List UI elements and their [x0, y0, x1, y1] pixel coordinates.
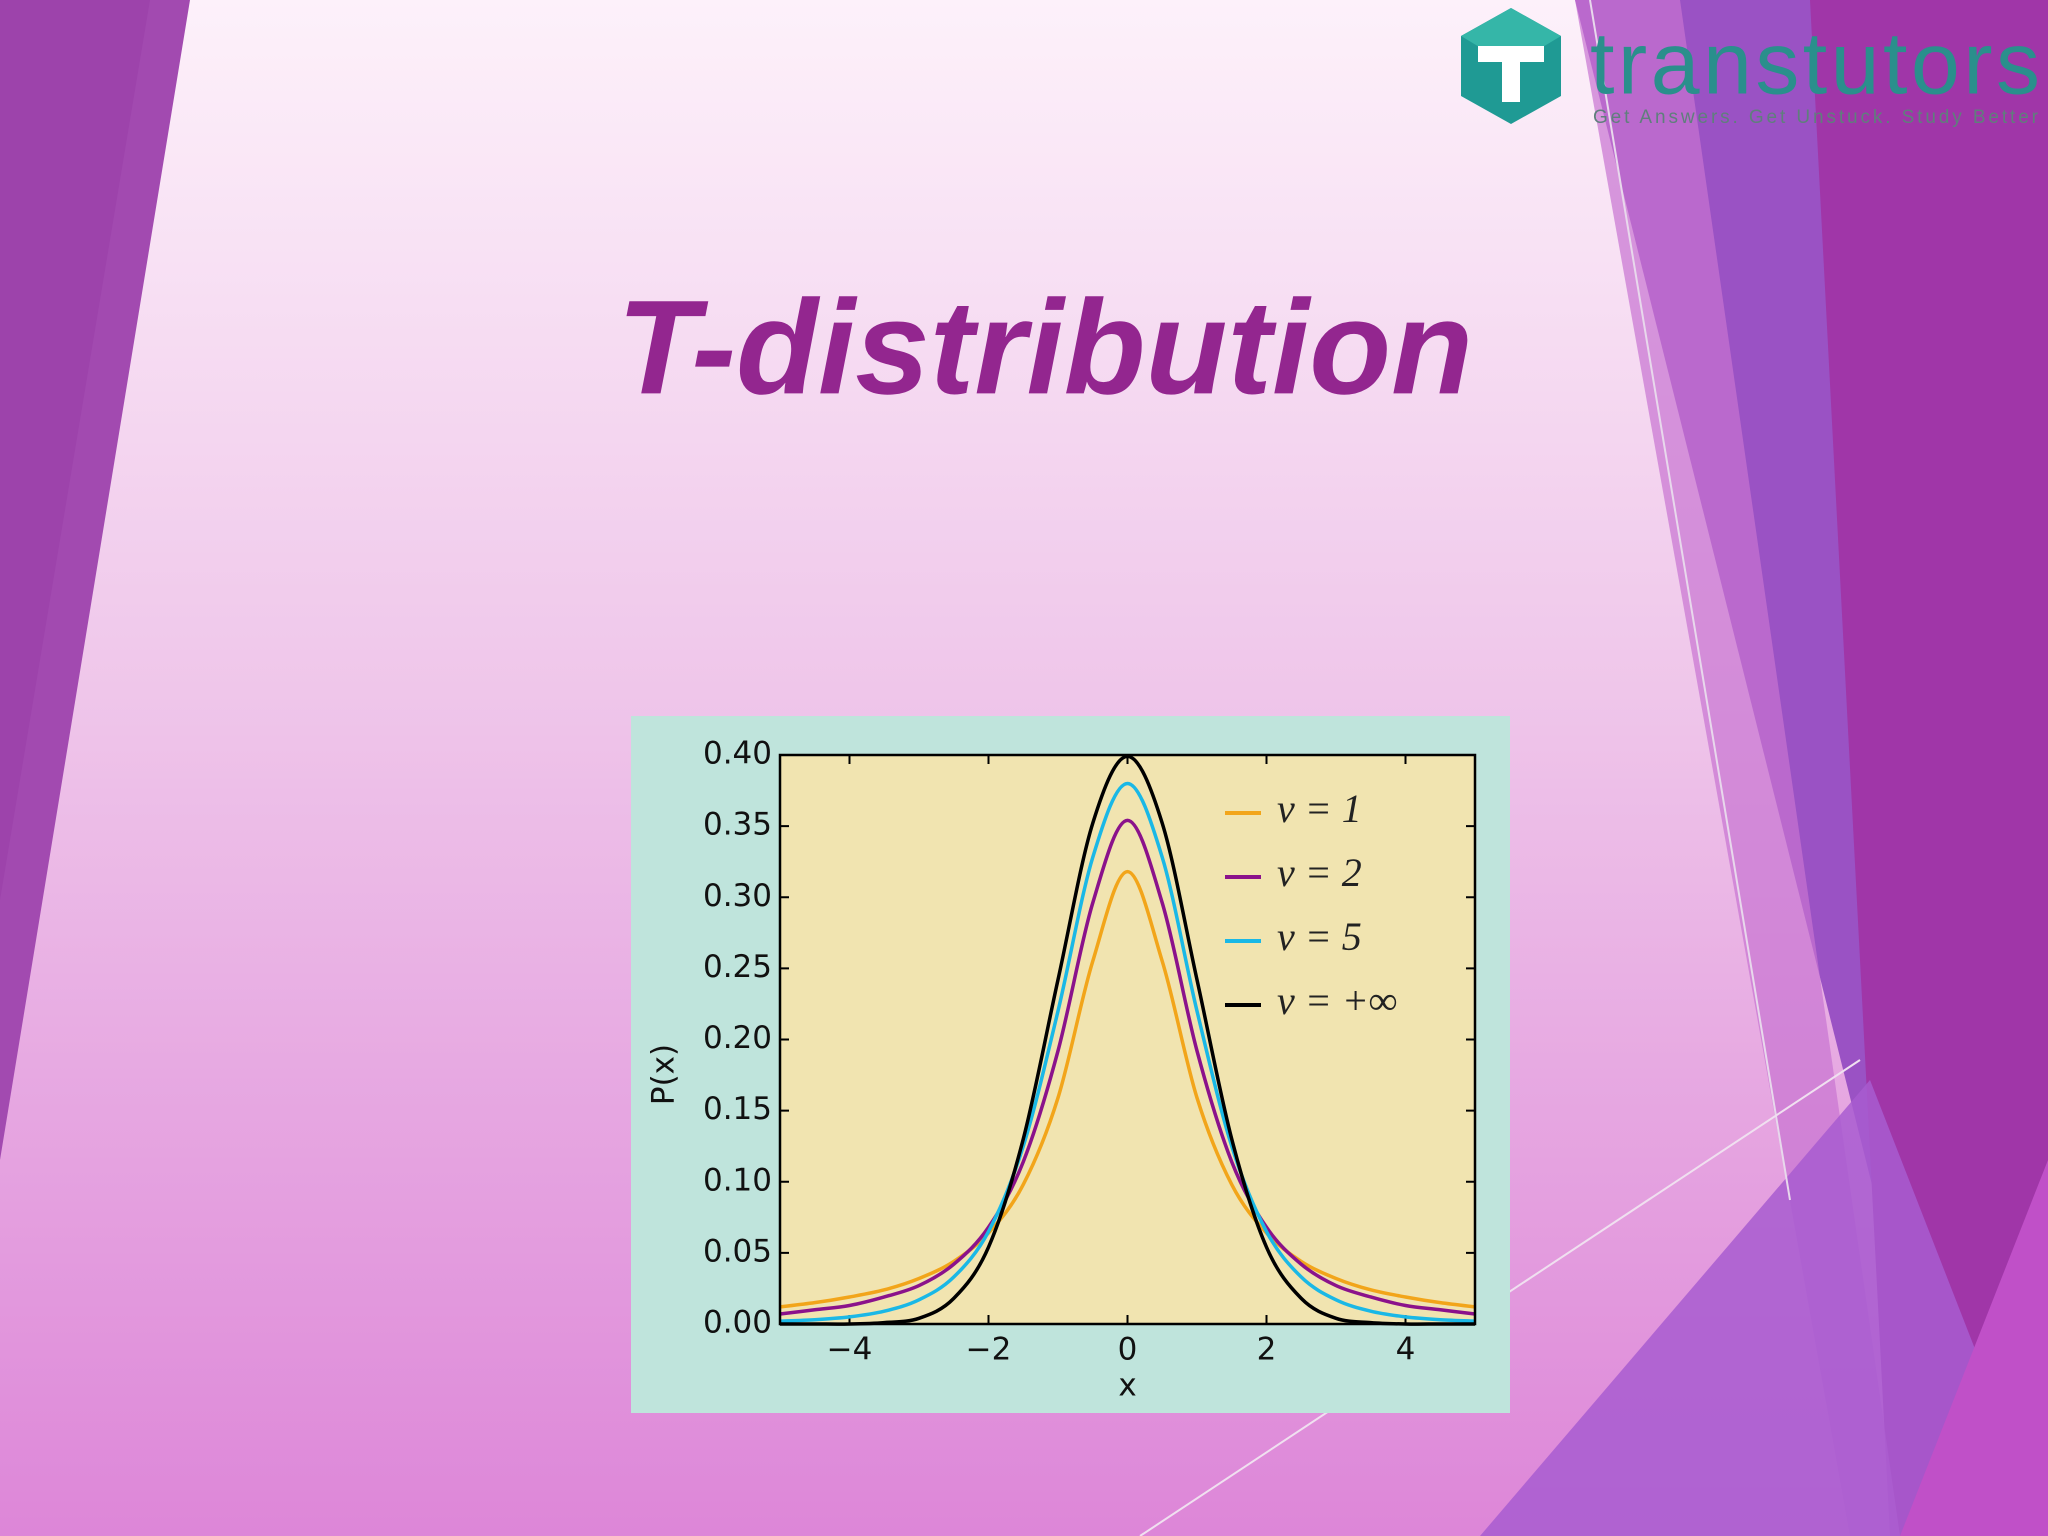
x-tick-label: −2: [966, 1332, 1012, 1368]
logo: transtutors Get Answers. Get Unstuck. St…: [1461, 8, 2040, 128]
right-band-dark: [1810, 0, 2048, 1536]
y-tick-label: 0.30: [703, 878, 772, 914]
series-line: [779, 869, 1476, 1309]
y-tick-label: 0.10: [703, 1162, 772, 1198]
x-tick-label: −4: [827, 1332, 873, 1368]
logo-tagline: Get Answers. Get Unstuck. Study Better: [1593, 107, 2039, 128]
logo-facet: [1461, 8, 1561, 66]
series-line: [779, 781, 1476, 1323]
bottom-band-dark: [1900, 1160, 2048, 1536]
bottom-band: [1480, 1080, 2048, 1536]
y-tick-label: 0.15: [703, 1091, 772, 1127]
legend-label: ν = +∞: [1277, 978, 1397, 1023]
logo-t: [1478, 46, 1544, 102]
y-tick-label: 0.35: [703, 807, 772, 843]
slide-title: T-distribution: [617, 273, 1473, 422]
plot-frame: [778, 753, 1477, 1326]
logo-name: transtutors: [1590, 13, 2040, 112]
series-line: [780, 754, 1475, 1326]
y-tick-label: 0.00: [703, 1305, 772, 1341]
x-axis-label: x: [1118, 1368, 1136, 1404]
y-tick-label: 0.40: [703, 736, 772, 772]
deco-line: [1589, 0, 1791, 1201]
chart: 0.00 0.05 0.10 0.15 0.20 0.25 0.30 0.35 0.40 −4 −2…: [631, 716, 1510, 1413]
y-axis-label: P(x): [646, 1044, 682, 1105]
x-tick-label: 2: [1257, 1332, 1277, 1368]
x-tick-label: 0: [1118, 1332, 1138, 1368]
plot-background: [780, 755, 1475, 1324]
legend-label: ν = 5: [1277, 914, 1362, 959]
legend-label: ν = 1: [1277, 786, 1362, 831]
series-line: [779, 818, 1476, 1316]
y-tick-label: 0.05: [703, 1233, 772, 1269]
y-tick-label: 0.25: [703, 949, 772, 985]
left-band-dark: [0, 0, 150, 900]
y-tick-label: 0.20: [703, 1020, 772, 1056]
legend-label: ν = 2: [1277, 850, 1362, 895]
x-tick-label: 4: [1396, 1332, 1416, 1368]
